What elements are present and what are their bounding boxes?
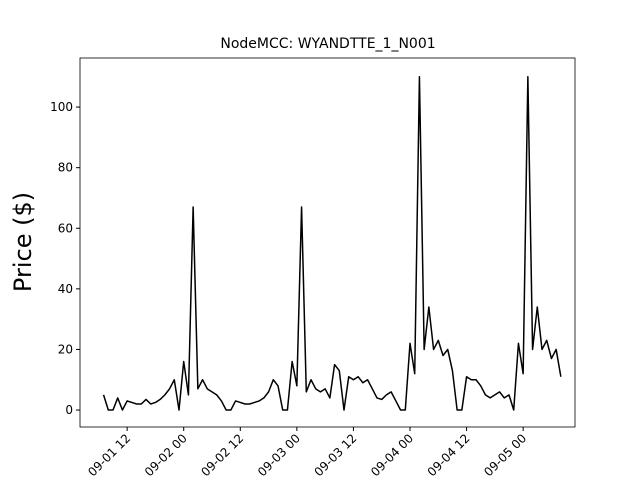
y-tick-label: 80 <box>58 161 73 175</box>
y-tick-label: 60 <box>58 221 73 235</box>
y-tick-label: 100 <box>50 100 73 114</box>
y-axis-label: Price ($) <box>9 192 37 292</box>
data-line <box>102 76 562 411</box>
axes-frame <box>79 57 576 428</box>
y-tick-label: 20 <box>58 342 73 356</box>
y-tick-label: 0 <box>65 403 73 417</box>
y-tick-label: 40 <box>58 282 73 296</box>
chart-title: NodeMCC: WYANDTTE_1_N001 <box>220 36 435 52</box>
